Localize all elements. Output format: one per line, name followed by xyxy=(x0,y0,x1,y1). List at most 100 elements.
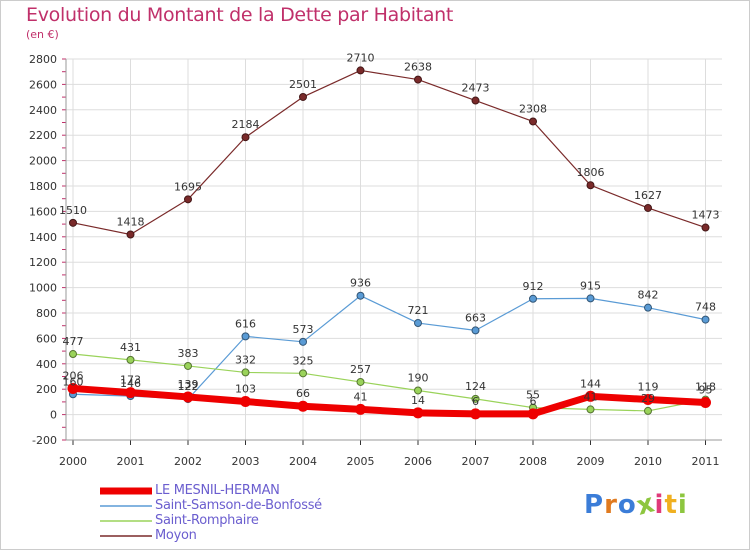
logo-letter: i xyxy=(677,490,688,520)
logo-letter: i xyxy=(654,490,665,520)
series-layer xyxy=(67,66,711,420)
legend-label: Moyon xyxy=(155,528,197,543)
data-point-saint-romphaire xyxy=(126,355,135,364)
data-label-saint-samson-de-bonfoss-: 146 xyxy=(120,377,141,390)
data-label-saint-romphaire: 477 xyxy=(63,335,84,348)
data-point-moyon xyxy=(644,203,652,212)
y-tick-label: 1600 xyxy=(29,205,57,218)
logo-letter: t xyxy=(664,490,678,520)
data-point-le-mesnil-herman xyxy=(125,387,136,399)
data-label-le-mesnil-herman: 144 xyxy=(580,377,601,390)
data-label-moyon: 2501 xyxy=(289,78,317,91)
data-label-le-mesnil-herman: 206 xyxy=(63,369,84,382)
logo-letter: r xyxy=(604,490,618,520)
data-label-le-mesnil-herman: 14 xyxy=(411,394,425,407)
data-point-le-mesnil-herman xyxy=(182,391,194,403)
data-point-le-mesnil-herman xyxy=(527,408,539,420)
y-tick-label: 2800 xyxy=(29,53,57,66)
data-point-moyon xyxy=(356,66,365,75)
data-point-moyon xyxy=(701,223,710,232)
data-label-saint-samson-de-bonfoss-: 912 xyxy=(523,280,544,293)
data-point-moyon xyxy=(69,218,77,227)
y-tick-label: 0 xyxy=(50,409,57,422)
data-point-saint-romphaire xyxy=(69,350,77,359)
data-point-le-mesnil-herman xyxy=(700,397,711,409)
data-point-le-mesnil-herman xyxy=(412,407,424,419)
series-line-moyon xyxy=(72,69,707,236)
x-axis: 2000 2001 2002 2003 2004 2005 2006 2007 2008 2009… xyxy=(59,439,722,468)
y-tick-label: 800 xyxy=(36,307,57,320)
x-tick-label: 2005 xyxy=(347,455,375,468)
data-label-saint-romphaire: 332 xyxy=(235,353,256,366)
series-le-mesnil-herman xyxy=(67,382,711,420)
data-point-saint-samson-de-bonfoss- xyxy=(586,294,595,303)
data-label-le-mesnil-herman: 95 xyxy=(699,384,713,397)
data-point-saint-romphaire xyxy=(184,361,192,370)
y-tick-label: 600 xyxy=(36,332,57,345)
data-label-moyon: 2473 xyxy=(462,82,490,95)
proxiti-logo: Proxiti xyxy=(584,488,688,522)
y-tick-label: 2400 xyxy=(29,104,57,117)
x-tick-label: 2008 xyxy=(519,455,547,468)
data-labels: 1510 1418 1695 2184 2501 2710 2638 2473 2308 1806… xyxy=(59,51,720,407)
data-label-saint-samson-de-bonfoss-: 616 xyxy=(235,317,256,330)
data-label-saint-romphaire: 41 xyxy=(584,390,598,403)
data-point-saint-samson-de-bonfoss- xyxy=(701,315,710,324)
data-point-saint-romphaire xyxy=(414,386,422,395)
data-point-saint-romphaire xyxy=(299,369,307,378)
x-tick-label: 2009 xyxy=(577,455,605,468)
data-label-le-mesnil-herman: 66 xyxy=(296,387,310,400)
grid xyxy=(66,58,722,441)
data-label-moyon: 1806 xyxy=(577,166,605,179)
data-label-saint-romphaire: 118 xyxy=(695,381,716,394)
data-label-moyon: 1695 xyxy=(174,180,202,193)
y-axis: -200 0 200 400 600 800 1000 1200 1400 1600 1800 200… xyxy=(29,53,67,447)
data-label-saint-samson-de-bonfoss-: 160 xyxy=(63,375,84,388)
data-point-le-mesnil-herman xyxy=(355,403,366,415)
data-point-moyon xyxy=(414,75,422,84)
data-label-moyon: 1510 xyxy=(59,204,87,217)
x-tick-label: 2000 xyxy=(59,455,87,468)
data-label-saint-samson-de-bonfoss-: 122 xyxy=(178,380,199,393)
y-tick-label: 1000 xyxy=(29,282,57,295)
y-tick-label: 1800 xyxy=(29,180,57,193)
x-tick-label: 2002 xyxy=(174,455,202,468)
data-label-saint-samson-de-bonfoss-: 663 xyxy=(465,311,486,324)
data-point-saint-romphaire xyxy=(644,406,652,415)
data-label-saint-samson-de-bonfoss-: 842 xyxy=(638,289,659,302)
data-point-saint-romphaire xyxy=(586,405,595,414)
series-line-saint-romphaire xyxy=(72,353,707,412)
data-point-saint-samson-de-bonfoss- xyxy=(356,291,365,300)
data-point-saint-romphaire xyxy=(471,394,480,403)
data-point-le-mesnil-herman xyxy=(585,390,596,402)
x-tick-label: 2001 xyxy=(117,455,145,468)
legend-swatch-le-mesnil-herman xyxy=(100,487,152,495)
data-label-saint-samson-de-bonfoss-: 936 xyxy=(350,277,371,290)
data-label-saint-romphaire: 383 xyxy=(178,347,199,360)
legend-label: LE MESNIL-HERMAN xyxy=(155,483,280,498)
data-point-moyon xyxy=(184,195,192,204)
y-tick-label: 1200 xyxy=(29,256,57,269)
data-label-le-mesnil-herman: 173 xyxy=(120,374,141,387)
data-label-saint-romphaire: 325 xyxy=(293,354,314,367)
data-point-le-mesnil-herman xyxy=(470,408,481,420)
data-point-moyon xyxy=(299,92,307,101)
logo-letter: o xyxy=(617,490,637,520)
data-point-moyon xyxy=(586,181,595,190)
legend-swatch-saint-samson xyxy=(100,505,152,507)
data-point-saint-romphaire xyxy=(356,377,365,386)
data-label-saint-romphaire: 257 xyxy=(350,363,371,376)
data-label-le-mesnil-herman: 41 xyxy=(354,390,368,403)
data-label-moyon: 1473 xyxy=(692,209,720,222)
data-point-saint-samson-de-bonfoss- xyxy=(241,332,250,341)
data-point-moyon xyxy=(529,117,537,126)
x-tick-label: 2003 xyxy=(232,455,260,468)
legend-swatch-moyon xyxy=(100,535,152,537)
data-point-saint-samson-de-bonfoss- xyxy=(299,337,307,346)
data-point-le-mesnil-herman xyxy=(297,400,309,412)
data-point-le-mesnil-herman xyxy=(642,393,654,405)
y-tick-label: 400 xyxy=(36,358,57,371)
data-label-saint-romphaire: 431 xyxy=(120,341,141,354)
data-point-saint-samson-de-bonfoss- xyxy=(644,303,652,312)
